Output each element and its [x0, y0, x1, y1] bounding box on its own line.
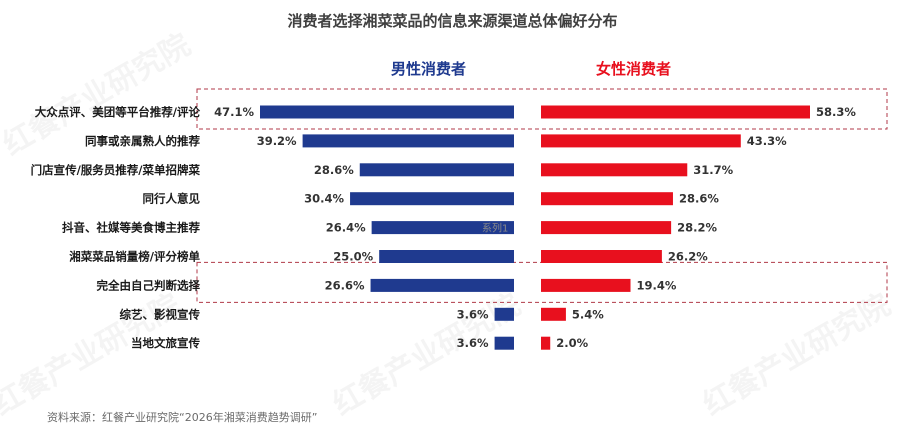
category-label: 完全由自己判断选择	[97, 278, 201, 292]
data-label-female: 2.0%	[556, 336, 588, 350]
bar-female	[541, 278, 631, 292]
bar-male	[370, 278, 514, 292]
data-label-male: 26.4%	[326, 221, 366, 235]
bar-male	[494, 336, 514, 350]
bar-male	[359, 163, 514, 177]
ghost-series-label: 系列1	[482, 222, 508, 235]
data-label-male: 3.6%	[457, 307, 489, 321]
data-label-male: 28.6%	[314, 163, 354, 177]
bar-male	[494, 307, 514, 321]
bar-male	[371, 221, 514, 235]
category-label: 同行人意见	[143, 192, 201, 206]
data-label-female: 28.6%	[679, 192, 719, 206]
category-label: 门店宣传/服务员推荐/菜单招牌菜	[31, 163, 201, 177]
category-label: 大众点评、美团等平台推荐/评论	[35, 105, 201, 119]
chart-title: 消费者选择湘菜菜品的信息来源渠道总体偏好分布	[287, 12, 618, 30]
category-label: 湘菜菜品销量榜/评分榜单	[69, 250, 200, 264]
bar-female	[541, 336, 551, 350]
data-label-male: 39.2%	[257, 134, 297, 148]
data-label-male: 3.6%	[457, 336, 489, 350]
bar-female	[541, 134, 741, 148]
bar-male	[350, 192, 514, 206]
data-label-female: 43.3%	[747, 134, 787, 148]
highlight-box	[196, 88, 888, 130]
category-label: 当地文旅宣传	[131, 336, 200, 350]
data-label-male: 30.4%	[304, 192, 344, 206]
bar-female	[541, 250, 662, 263]
data-label-female: 31.7%	[693, 163, 733, 177]
bar-female	[541, 221, 672, 235]
legend-female: 女性消费者	[596, 60, 672, 78]
data-label-male: 25.0%	[333, 250, 373, 264]
category-label: 综艺、影视宣传	[120, 307, 201, 321]
bar-male	[260, 105, 514, 119]
bar-male	[302, 134, 514, 148]
bar-female	[541, 163, 688, 177]
data-label-male: 26.6%	[325, 278, 365, 292]
bar-female	[541, 307, 566, 321]
category-label: 抖音、社媒等美食博主推荐	[62, 221, 200, 235]
bar-female	[541, 105, 810, 119]
data-label-female: 26.2%	[668, 250, 708, 264]
legend-male: 男性消费者	[391, 60, 467, 78]
data-label-female: 19.4%	[637, 278, 677, 292]
data-label-male: 47.1%	[214, 105, 254, 119]
category-label: 同事或亲属熟人的推荐	[85, 134, 200, 148]
data-label-female: 5.4%	[572, 307, 604, 321]
data-label-female: 28.2%	[677, 221, 717, 235]
bar-female	[541, 192, 673, 206]
data-label-female: 58.3%	[816, 105, 856, 119]
source-note: 资料来源：红餐产业研究院“2026年湘菜消费趋势调研”	[47, 411, 318, 424]
bar-male	[379, 250, 514, 263]
